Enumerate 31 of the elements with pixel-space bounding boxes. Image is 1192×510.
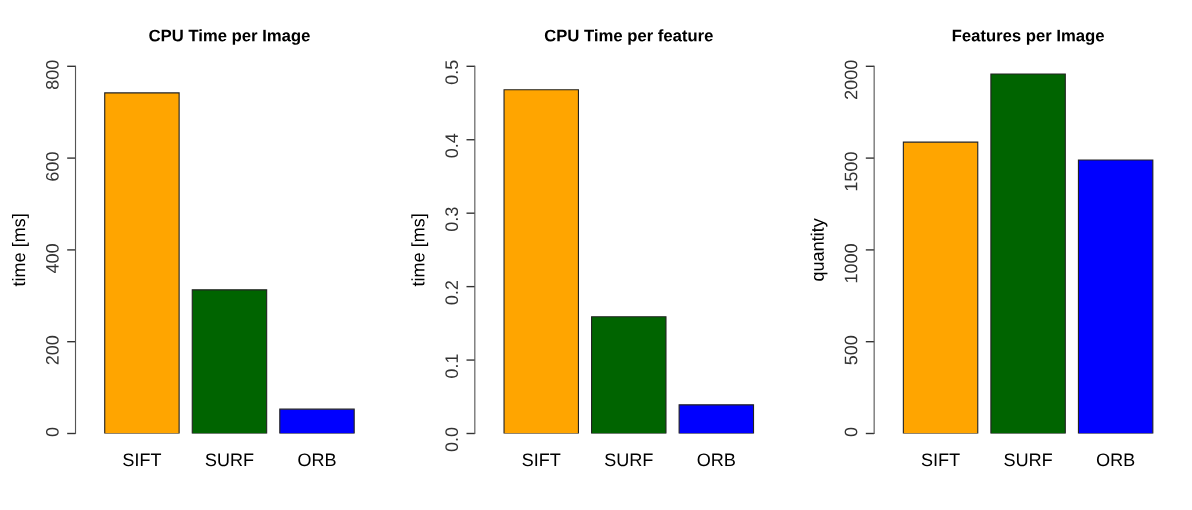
y-tick-label: 0.2 <box>445 280 459 305</box>
chart-title: CPU Time per Image <box>149 29 310 45</box>
y-tick-label: 0 <box>844 427 858 437</box>
x-tick-label: ORB <box>298 453 336 467</box>
y-tick-label: 400 <box>45 244 59 274</box>
y-axis-title: quantity <box>810 218 828 281</box>
y-axis-title: time [ms] <box>411 214 429 287</box>
x-tick-label: ORB <box>1096 453 1135 467</box>
y-tick-label: 0.0 <box>445 427 459 452</box>
y-tick-label: 1000 <box>844 244 858 283</box>
y-tick-label: 500 <box>844 335 858 365</box>
y-tick-label: 800 <box>45 60 59 90</box>
y-tick-label: 1500 <box>844 152 858 191</box>
y-tick-label: 0 <box>45 427 59 437</box>
y-tick-label: 0.3 <box>445 207 459 232</box>
x-tick-label: SURF <box>1004 453 1052 467</box>
x-tick-label: ORB <box>697 453 735 467</box>
x-tick-label: SURF <box>605 453 653 467</box>
y-tick-label: 0.4 <box>445 133 459 158</box>
x-tick-label: SIFT <box>921 453 960 467</box>
y-axis-title: time [ms] <box>11 214 29 287</box>
y-tick-label: 2000 <box>844 60 858 100</box>
chart-title: Features per Image <box>952 29 1104 45</box>
x-tick-label: SIFT <box>123 453 162 467</box>
y-tick-label: 200 <box>45 335 59 365</box>
x-tick-label: SIFT <box>522 453 561 467</box>
y-tick-label: 0.1 <box>445 354 459 378</box>
chart-title: CPU Time per feature <box>544 29 713 45</box>
y-tick-label: 600 <box>45 152 59 181</box>
y-tick-label: 0.5 <box>445 60 459 85</box>
x-tick-label: SURF <box>205 453 254 467</box>
